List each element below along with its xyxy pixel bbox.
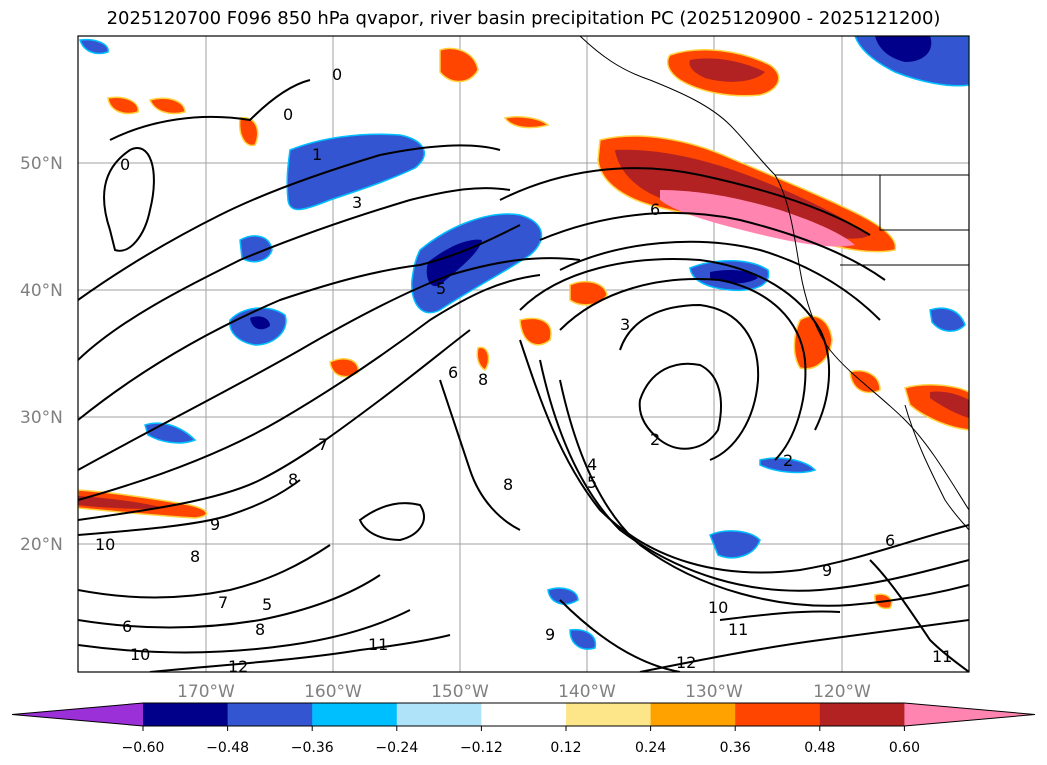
contour-label: 7 [218,593,228,612]
contour-label: 5 [262,595,272,614]
colorbar-tick-label: 0.24 [635,740,666,756]
pacific-northwest-negative [411,213,543,314]
colorbar: −0.60 −0.48 −0.36 −0.24 −0.12 0.12 0.24 0.36 0.4… [11,702,1036,756]
contour-labels: 0 0 0 1 3 5 6 6 7 8 9 10 3 2 2 4 5 8 8 5… [95,65,952,676]
colorbar-segment [566,703,652,726]
mid-pacific-anomaly-5 [148,97,186,115]
lat-label-20n: 20°N [20,535,63,555]
qvapor-contours [78,79,969,672]
contour-label: 12 [676,653,696,672]
contour-label: 11 [368,635,388,654]
baja-core [930,391,969,418]
colorbar-segment [819,703,905,726]
colorbar-segment [650,703,736,726]
contour-label: 2 [783,451,793,470]
lon-label-130w: 130°W [685,682,743,702]
contour-label: 8 [255,620,265,639]
central-pacific-negative-2 [239,235,273,263]
central-pacific-negative-core-3 [250,316,270,330]
lon-label-120w: 120°W [813,682,871,702]
contour-label: 11 [932,647,952,666]
subtropical-west-core [78,496,165,509]
lon-label-150w: 150°W [431,682,489,702]
contour-label: 6 [448,363,458,382]
contour-label: 8 [190,547,200,566]
contour-label: 6 [122,617,132,636]
colorbar-extend-low [12,703,143,726]
tropical-negative-5 [759,457,817,474]
contour-label: 10 [708,598,728,617]
lat-label-50n: 50°N [20,154,63,174]
contour-label: 12 [228,657,248,676]
colorbar-tick-label: −0.24 [375,740,418,756]
alaska-gulf-core [689,58,765,82]
negative-anomaly-regions [79,36,969,650]
map-frame [77,35,970,673]
mid-pacific-anomaly-11 [503,116,550,129]
colorbar-extend-high [904,703,1035,726]
alaska-negative-core [875,36,932,62]
lat-label-40n: 40°N [20,281,63,301]
colorbar-segment [227,703,313,726]
contour-label: 0 [120,155,130,174]
tropical-negative-6 [929,307,966,332]
contour-label: 8 [503,475,513,494]
colorbar-tick-label: 0.60 [889,740,920,756]
contour-label: 9 [210,515,220,534]
pacific-northwest-negative-core [426,239,482,287]
colorbar-tick-label: 0.12 [550,740,581,756]
contour-label: 0 [332,65,342,84]
pacific-northwest-max [660,190,855,247]
contour-label: 10 [130,645,150,664]
colorbar-segment [735,703,821,726]
contour-label: 9 [545,625,555,644]
latitude-labels: 50°N 40°N 30°N 20°N [20,154,63,555]
mid-pacific-anomaly-4 [107,96,139,115]
tropical-negative-1 [709,530,761,559]
contour-label: 4 [587,455,597,474]
colorbar-tick-label: 0.36 [720,740,751,756]
colorbar-tick-label: −0.48 [206,740,249,756]
colorbar-tick-label: −0.36 [291,740,334,756]
contour-label: 8 [478,370,488,389]
colorbar-tick-label: 0.48 [804,740,835,756]
contour-label: 1 [312,145,322,164]
mid-pacific-anomaly-3 [439,47,479,83]
lat-label-30n: 30°N [20,408,63,428]
contour-label: 6 [885,531,895,550]
colorbar-segment [312,703,398,726]
colorbar-segment [143,703,229,726]
contour-label: 10 [95,535,115,554]
map-title: 2025120700 F096 850 hPa qvapor, river ba… [106,8,941,29]
lon-label-160w: 160°W [304,682,362,702]
mid-pacific-anomaly-8 [476,346,490,371]
contour-label: 5 [587,473,597,492]
tropical-negative-3 [547,587,579,605]
contour-label: 6 [650,200,660,219]
lon-label-170w: 170°W [177,682,235,702]
colorbar-tick-label: −0.12 [460,740,503,756]
contour-label: 7 [318,435,328,454]
contour-label: 11 [728,620,748,639]
map-panel: 0 0 0 1 3 5 6 6 7 8 9 10 3 2 2 4 5 8 8 5… [78,36,969,676]
colorbar-tick-label: −0.60 [122,740,165,756]
contour-label: 9 [822,561,832,580]
contour-label: 3 [620,315,630,334]
tropical-negative-4 [569,628,597,650]
colorbar-segment [396,703,482,726]
contour-label: 3 [352,193,362,212]
mid-pacific-anomaly-7 [849,370,881,394]
colorbar-segment [481,703,567,726]
longitude-labels: 170°W 160°W 150°W 140°W 130°W 120°W [177,682,871,702]
mid-pacific-anomaly-1 [569,280,608,306]
mid-pacific-anomaly-6 [519,317,552,346]
contour-label: 0 [283,105,293,124]
contour-label: 8 [288,470,298,489]
lon-label-140w: 140°W [558,682,616,702]
contour-label: 5 [436,279,446,298]
tropical-negative-7 [79,38,109,55]
contour-label: 2 [650,430,660,449]
